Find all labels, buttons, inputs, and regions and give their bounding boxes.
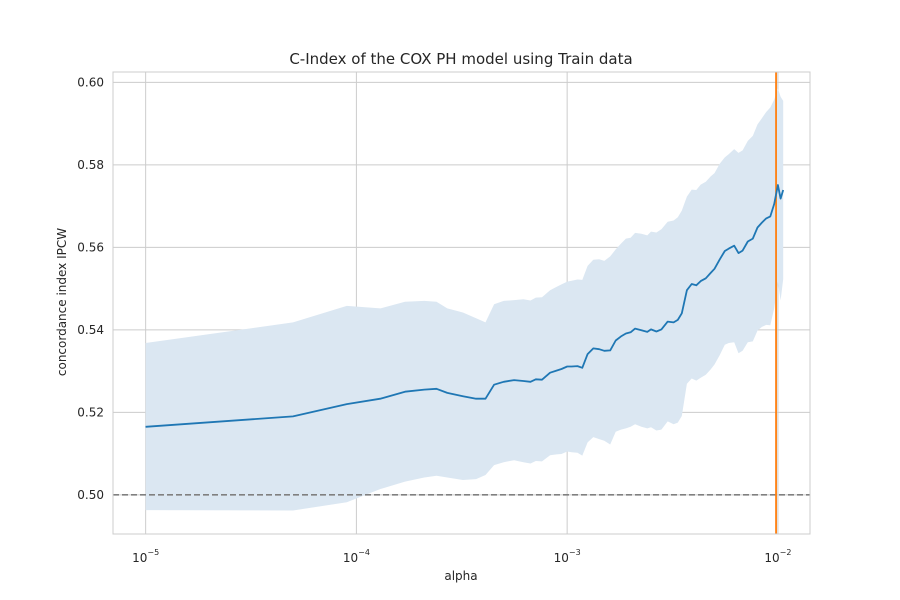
y-axis-label: concordance index IPCW [55, 228, 69, 376]
x-tick-exponent: −5 [147, 548, 159, 557]
y-tick-label: 0.52 [77, 405, 104, 419]
y-tick-label: 0.50 [77, 488, 104, 502]
x-tick-exponent: −4 [358, 548, 370, 557]
y-tick-label: 0.60 [77, 75, 104, 89]
y-tick-label: 0.56 [77, 240, 104, 254]
x-tick-exponent: −2 [780, 548, 792, 557]
y-axis-ticks: 0.50 0.52 0.54 0.56 0.58 0.60 [77, 75, 104, 502]
series-line-layer [145, 184, 785, 428]
confidence-band-layer [145, 88, 784, 511]
x-axis-label: alpha [444, 569, 477, 583]
x-tick-exponent: −3 [569, 548, 581, 557]
plot-frame [112, 71, 811, 535]
chart-title: C-Index of the COX PH model using Train … [289, 50, 632, 68]
confidence-band [145, 88, 784, 511]
y-tick-label: 0.54 [77, 323, 104, 337]
y-tick-label: 0.58 [77, 158, 104, 172]
series-line [145, 184, 785, 428]
